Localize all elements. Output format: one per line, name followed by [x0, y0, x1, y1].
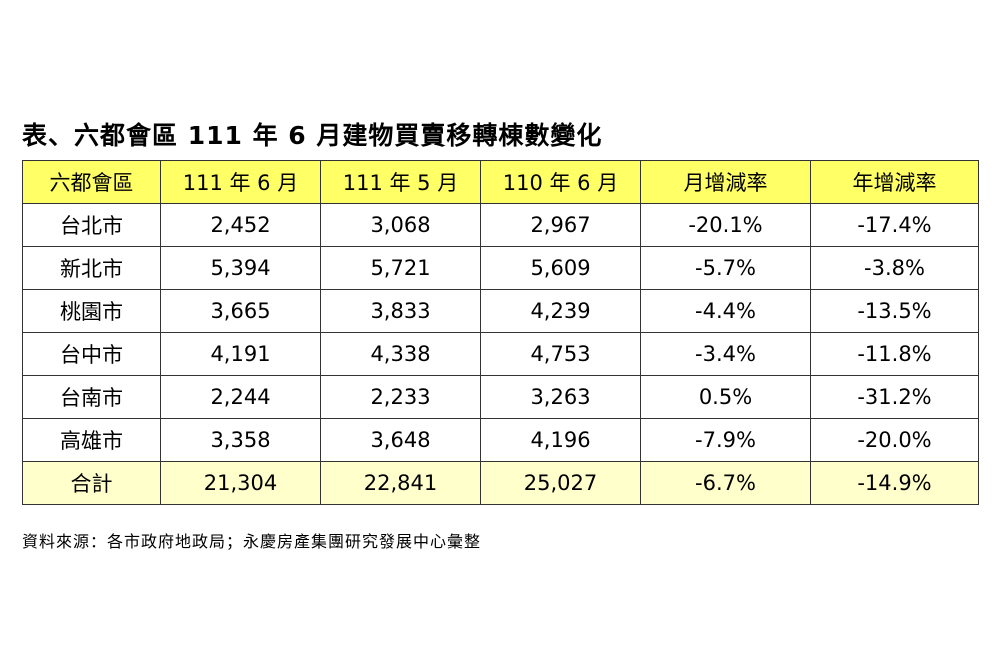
- table-cell: 3,263: [480, 375, 641, 419]
- table-cell: 桃園市: [22, 289, 161, 333]
- header-cell: 111 年 5 月: [320, 160, 481, 204]
- table-cell: 2,244: [160, 375, 321, 419]
- table-head: 六都會區 111 年 6 月 111 年 5 月 110 年 6 月月增減率 年增減率: [22, 160, 979, 204]
- table-cell: 4,191: [160, 332, 321, 376]
- table-cell: -3.8%: [810, 246, 979, 290]
- table-cell: 3,665: [160, 289, 321, 333]
- table-cell: -5.7%: [640, 246, 811, 290]
- total-cell: 25,027: [480, 461, 641, 505]
- table-row: 高雄市 3,358 3,648 4,196 -7.9% -20.0%: [22, 418, 979, 462]
- table-cell: -3.4%: [640, 332, 811, 376]
- header-cell: 六都會區: [22, 160, 161, 204]
- header-cell: 110 年 6 月: [480, 160, 641, 204]
- header-cell: 月增減率: [640, 160, 811, 204]
- total-cell: -6.7%: [640, 461, 811, 505]
- table-row: 桃園市 3,665 3,833 4,239 -4.4% -13.5%: [22, 289, 979, 333]
- table-row: 新北市 5,394 5,721 5,609 -5.7% -3.8%: [22, 246, 979, 290]
- total-cell: 合計: [22, 461, 161, 505]
- table-cell: -13.5%: [810, 289, 979, 333]
- header-cell: 111 年 6 月: [160, 160, 321, 204]
- table-cell: 台北市: [22, 203, 161, 247]
- table-body: 台北市 2,452 3,068 2,967 -20.1% -17.4% 新北市 5,394 5,…: [22, 203, 979, 505]
- table-cell: 2,452: [160, 203, 321, 247]
- header-cell: 年增減率: [810, 160, 979, 204]
- source-note: 資料來源：各市政府地政局；永慶房產集團研究發展中心彙整: [22, 532, 482, 551]
- table-cell: 新北市: [22, 246, 161, 290]
- total-cell: 21,304: [160, 461, 321, 505]
- title: 表、六都會區 111 年 6 月建物買賣移轉棟數變化: [22, 121, 603, 150]
- table-row: 台北市 2,452 3,068 2,967 -20.1% -17.4%: [22, 203, 979, 247]
- total-row: 合計 21,304 22,841 25,027 -6.7% -14.9%: [22, 461, 979, 505]
- table-cell: 3,833: [320, 289, 481, 333]
- table-cell: 2,233: [320, 375, 481, 419]
- table-cell: 台中市: [22, 332, 161, 376]
- table-cell: 4,753: [480, 332, 641, 376]
- table-cell: -17.4%: [810, 203, 979, 247]
- table-cell: -31.2%: [810, 375, 979, 419]
- table-cell: 3,358: [160, 418, 321, 462]
- table-row: 台中市 4,191 4,338 4,753 -3.4% -11.8%: [22, 332, 979, 376]
- table-cell: -11.8%: [810, 332, 979, 376]
- table-cell: -4.4%: [640, 289, 811, 333]
- table-cell: 4,196: [480, 418, 641, 462]
- table-cell: -20.0%: [810, 418, 979, 462]
- table-cell: 5,609: [480, 246, 641, 290]
- table-row: 台南市 2,244 2,233 3,263 0.5% -31.2%: [22, 375, 979, 419]
- table-cell: 3,648: [320, 418, 481, 462]
- table-cell: 4,338: [320, 332, 481, 376]
- table-cell: 高雄市: [22, 418, 161, 462]
- total-cell: -14.9%: [810, 461, 979, 505]
- data-table: 六都會區 111 年 6 月 111 年 5 月 110 年 6 月月增減率 年增減率 …: [22, 160, 979, 505]
- table-cell: 3,068: [320, 203, 481, 247]
- table-cell: 台南市: [22, 375, 161, 419]
- table-cell: 0.5%: [640, 375, 811, 419]
- table-cell: 2,967: [480, 203, 641, 247]
- table-cell: -20.1%: [640, 203, 811, 247]
- table-cell: -7.9%: [640, 418, 811, 462]
- table-cell: 5,394: [160, 246, 321, 290]
- table-cell: 4,239: [480, 289, 641, 333]
- total-cell: 22,841: [320, 461, 481, 505]
- table-cell: 5,721: [320, 246, 481, 290]
